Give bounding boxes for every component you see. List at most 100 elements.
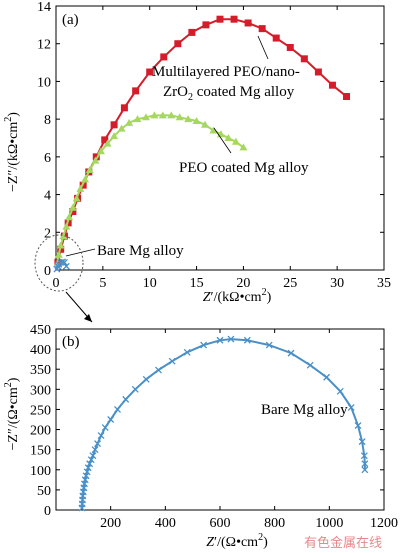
- data-point-x: [216, 336, 224, 344]
- data-point-triangle: [141, 113, 150, 121]
- data-point-x: [347, 403, 355, 411]
- data-point-triangle: [224, 134, 233, 141]
- data-point-triangle: [103, 139, 112, 147]
- x-tick-label: 400: [155, 516, 176, 531]
- x-tick-label: 15: [190, 276, 204, 291]
- y-tick-label: 400: [30, 343, 51, 358]
- data-point-triangle: [65, 213, 74, 221]
- series-label-multilayer-rest: coated Mg alloy: [193, 84, 295, 100]
- data-point-x: [107, 416, 115, 423]
- x-tick-label: 35: [377, 276, 391, 291]
- data-point-triangle: [62, 222, 71, 230]
- y-tick-label: 0: [44, 264, 51, 279]
- data-point-triangle: [59, 232, 68, 240]
- y-tick-label: 50: [37, 484, 51, 499]
- data-point-triangle: [91, 156, 100, 164]
- y-axis-label-a: −Z″/(kΩ•cm2): [3, 112, 21, 192]
- data-point-triangle: [201, 120, 210, 128]
- data-point-triangle: [125, 118, 134, 126]
- data-point-x: [142, 375, 150, 383]
- data-point-triangle: [110, 132, 119, 140]
- x-tick-label: 600: [210, 516, 231, 531]
- data-point-x: [122, 395, 130, 403]
- data-point-x: [243, 336, 251, 344]
- leader-line-bare: [65, 248, 96, 257]
- data-point-square: [216, 15, 224, 23]
- data-point-triangle: [68, 203, 77, 211]
- series-label-bare-a: Bare Mg alloy: [97, 243, 184, 259]
- series-label-multilayer-line2: ZrO2 coated Mg alloy: [163, 84, 295, 103]
- panel-b: 200 400 600 800 1000 1200 0 50 100 150 200 250 300 35…: [3, 323, 398, 550]
- series-label-bare-b: Bare Mg alloy: [261, 402, 348, 418]
- data-point-square: [110, 121, 118, 129]
- data-point-square: [286, 43, 294, 51]
- data-point-square: [101, 136, 109, 144]
- data-point-x: [361, 460, 369, 468]
- x-axis-label-b: Z′/(Ω•cm2): [206, 532, 268, 550]
- data-point-triangle: [239, 143, 248, 151]
- x-tick-label: 0: [53, 276, 60, 291]
- data-point-x: [336, 387, 344, 395]
- panel-label-b: (b): [62, 334, 80, 350]
- data-point-square: [202, 21, 210, 29]
- x-tick-label: 200: [100, 516, 121, 531]
- data-point-square: [328, 81, 336, 89]
- data-point-x: [87, 456, 95, 464]
- data-point-x: [360, 452, 368, 460]
- x-tick-label: 800: [264, 516, 285, 531]
- data-point-triangle: [96, 147, 105, 155]
- data-point-x: [86, 460, 94, 468]
- panel-a: 0 5 10 15 20 25 30 35 0 2 4 6 8 10 12 14 (a) Multilayer…: [3, 0, 391, 323]
- data-point-triangle: [85, 166, 94, 174]
- data-point-triangle: [56, 241, 65, 249]
- data-point-triangle: [133, 115, 142, 123]
- data-point-triangle: [184, 115, 193, 123]
- data-point-x: [60, 258, 68, 266]
- data-point-x: [114, 405, 121, 413]
- zoom-circle: [34, 234, 84, 292]
- data-point-square: [314, 68, 322, 76]
- data-point-triangle: [209, 126, 218, 134]
- series-label-multilayer-sub: 2: [188, 92, 193, 103]
- data-point-square: [188, 28, 196, 36]
- y-tick-label: 8: [44, 113, 51, 128]
- data-point-x: [183, 348, 191, 356]
- y-axis-label-b: −Z″/(Ω•cm2): [3, 377, 21, 450]
- data-point-square: [300, 55, 308, 63]
- y-tick-label: 6: [44, 151, 51, 166]
- data-point-x: [227, 335, 235, 343]
- leader-line-peo: [213, 127, 232, 154]
- data-point-square: [120, 104, 128, 112]
- plot-frame-a: [55, 5, 385, 271]
- ticks-b: 200 400 600 800 1000 1200 0 50 100 150 200 250 300 35…: [30, 323, 398, 531]
- series-line: [81, 338, 366, 509]
- data-point-x: [82, 472, 90, 480]
- y-tick-label: 10: [37, 75, 51, 90]
- data-point-x: [91, 446, 99, 454]
- data-point-x: [168, 357, 176, 365]
- data-point-square: [146, 68, 154, 76]
- data-point-square: [174, 40, 182, 48]
- data-point-square: [160, 53, 168, 61]
- data-point-x: [200, 341, 208, 349]
- marks-a: [52, 15, 351, 273]
- data-point-x: [358, 438, 366, 446]
- x-tick-label: 25: [283, 276, 297, 291]
- x-axis-label-a: Z′/(kΩ•cm2): [203, 287, 272, 305]
- data-point-x: [84, 464, 92, 472]
- data-point-x: [97, 432, 105, 440]
- data-point-triangle: [150, 111, 159, 119]
- data-point-square: [230, 15, 238, 23]
- series-label-peo: PEO coated Mg alloy: [179, 160, 309, 176]
- data-point-triangle: [54, 250, 63, 258]
- y-tick-label: 200: [30, 424, 51, 439]
- y-tick-label: 250: [30, 403, 51, 418]
- data-point-x: [306, 361, 314, 369]
- ticks-a: 0 5 10 15 20 25 30 35 0 2 4 6 8 10 12 14: [37, 0, 391, 291]
- data-point-triangle: [81, 175, 90, 183]
- data-point-square: [69, 208, 77, 216]
- data-point-triangle: [158, 111, 167, 119]
- y-tick-label: 12: [37, 38, 51, 53]
- data-point-x: [287, 349, 295, 357]
- panel-label-a: (a): [62, 12, 79, 28]
